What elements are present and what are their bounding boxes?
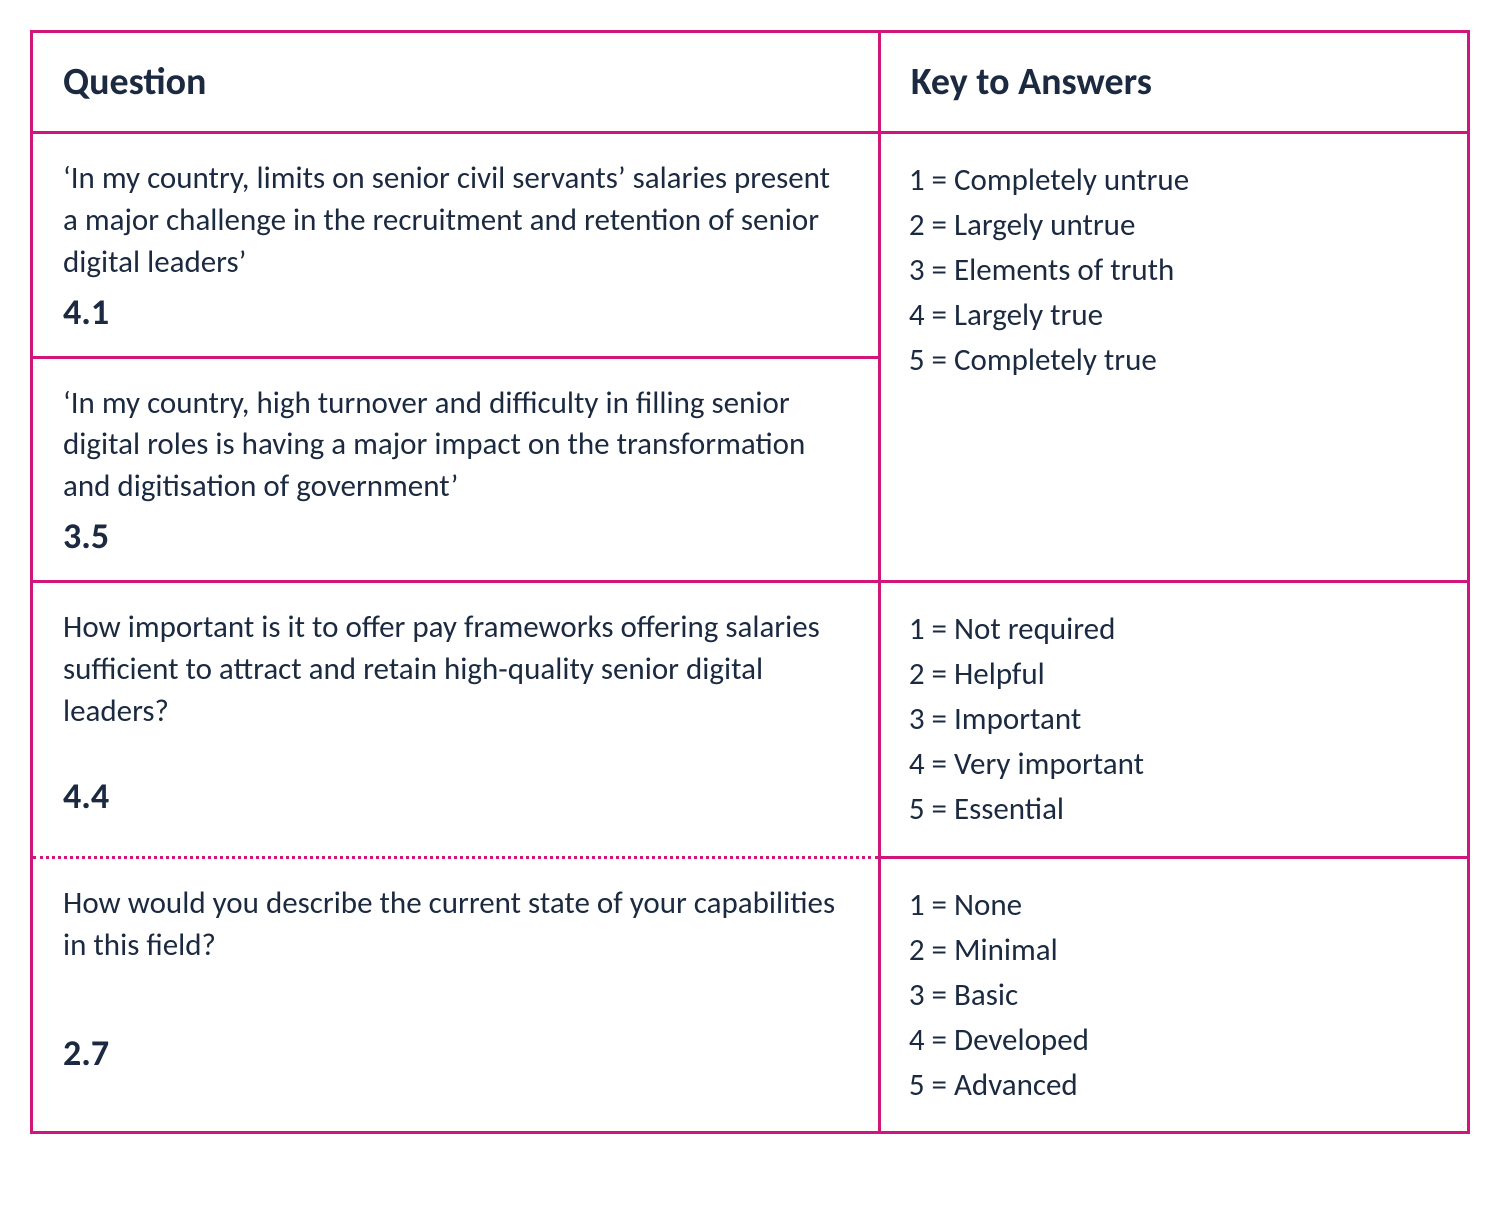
key-truth-l2: 2 = Largely untrue [909,203,1437,248]
q1-score: 4.1 [32,290,880,358]
q4-text: How would you describe the current state… [32,857,880,1031]
key-importance-l2: 2 = Helpful [909,652,1437,697]
key-capability-l1: 1 = None [909,883,1437,928]
q3-text: How important is it to offer pay framewo… [32,582,880,775]
q2-score: 3.5 [32,514,880,582]
key-importance-l4: 4 = Very important [909,742,1437,787]
key-truth: 1 = Completely untrue 2 = Largely untrue… [879,133,1468,582]
key-capability: 1 = None 2 = Minimal 3 = Basic 4 = Devel… [879,857,1468,1133]
row-q3: How important is it to offer pay framewo… [32,582,1469,775]
q4-score: 2.7 [32,1031,880,1133]
row-q4: How would you describe the current state… [32,857,1469,1031]
key-capability-l3: 3 = Basic [909,973,1437,1018]
key-capability-l2: 2 = Minimal [909,928,1437,973]
table-header-row: Question Key to Answers [32,32,1469,133]
header-key: Key to Answers [879,32,1468,133]
row-q1: ‘In my country, limits on senior civil s… [32,133,1469,290]
qa-table: Question Key to Answers ‘In my country, … [30,30,1470,1134]
q3-score: 4.4 [32,774,880,857]
key-importance-l5: 5 = Essential [909,787,1437,832]
key-truth-l4: 4 = Largely true [909,293,1437,338]
header-question: Question [32,32,880,133]
key-capability-l5: 5 = Advanced [909,1063,1437,1108]
q1-text: ‘In my country, limits on senior civil s… [32,133,880,290]
key-truth-l3: 3 = Elements of truth [909,248,1437,293]
key-truth-l1: 1 = Completely untrue [909,158,1437,203]
key-importance: 1 = Not required 2 = Helpful 3 = Importa… [879,582,1468,858]
key-importance-l3: 3 = Important [909,697,1437,742]
key-importance-l1: 1 = Not required [909,607,1437,652]
q2-text: ‘In my country, high turnover and diffic… [32,357,880,514]
key-capability-l4: 4 = Developed [909,1018,1437,1063]
key-truth-l5: 5 = Completely true [909,338,1437,383]
